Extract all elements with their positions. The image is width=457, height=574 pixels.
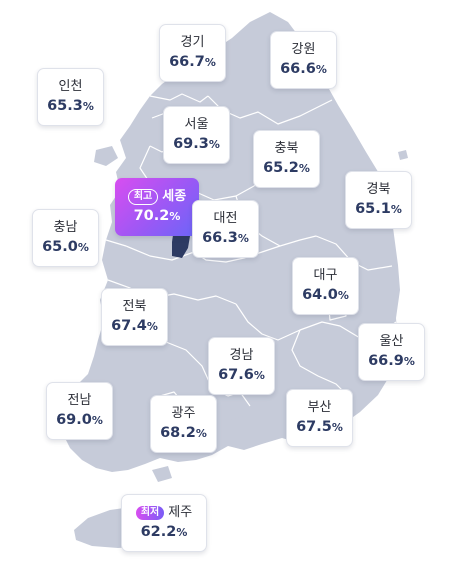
card-chungnam: 충남 65.0% [32,209,99,267]
card-seoul: 서울 69.3% [163,106,230,164]
south-islands [152,416,248,482]
region-name: 경남 [229,347,254,363]
highest-badge: 최고 [127,188,159,205]
region-value: 65.0% [42,238,89,255]
region-value: 66.7% [169,53,216,70]
region-name: 강원 [291,41,316,57]
card-daejeon: 대전 66.3% [192,200,259,258]
region-value: 67.6% [218,366,265,383]
region-name: 인천 [58,78,83,94]
region-value: 69.3% [173,135,220,152]
region-value: 65.1% [355,200,402,217]
region-value: 62.2% [140,523,188,540]
region-name: 경기 [180,34,205,50]
region-name: 울산 [379,333,404,349]
region-value: 66.9% [368,352,415,369]
region-name: 제주 [168,504,193,520]
card-chungbuk: 충북 65.2% [253,130,320,188]
card-gyeongnam: 경남 67.6% [208,337,275,395]
card-incheon: 인천 65.3% [37,68,104,126]
card-jeonbuk: 전북 67.4% [101,288,168,346]
region-name: 충남 [53,219,78,235]
region-name: 서울 [184,116,209,132]
card-gwangju: 광주 68.2% [150,395,217,453]
region-name: 세종 [162,188,187,204]
card-gyeonggi: 경기 66.7% [159,24,226,82]
region-name: 전남 [67,392,92,408]
card-gangwon: 강원 66.6% [270,31,337,89]
region-value: 64.0% [302,286,349,303]
title-row: 최저 제주 [135,504,193,521]
card-daegu: 대구 64.0% [292,257,359,315]
region-name: 경북 [366,181,391,197]
region-value: 67.5% [296,418,343,435]
lowest-badge: 최저 [135,505,165,520]
region-value: 67.4% [111,317,158,334]
region-value: 70.2% [133,207,181,224]
region-value: 69.0% [56,411,103,428]
region-name: 부산 [307,399,332,415]
card-ulsan: 울산 66.9% [358,323,425,381]
card-sejong: 최고 세종 70.2% [115,178,199,236]
card-busan: 부산 67.5% [286,389,353,447]
region-name: 광주 [171,405,196,421]
ulleung-island [398,150,408,160]
region-value: 66.6% [280,60,327,77]
region-name: 충북 [274,140,299,156]
region-value: 66.3% [202,229,249,246]
region-name: 대전 [213,210,238,226]
peninsula-tip [94,146,118,166]
region-value: 68.2% [160,424,207,441]
title-row: 최고 세종 [127,188,187,205]
region-name: 대구 [313,267,338,283]
region-name: 전북 [122,298,147,314]
region-value: 65.2% [263,159,310,176]
region-value: 65.3% [47,97,94,114]
card-gyeongbuk: 경북 65.1% [345,171,412,229]
card-jeju: 최저 제주 62.2% [121,494,207,552]
card-jeonnam: 전남 69.0% [46,382,113,440]
